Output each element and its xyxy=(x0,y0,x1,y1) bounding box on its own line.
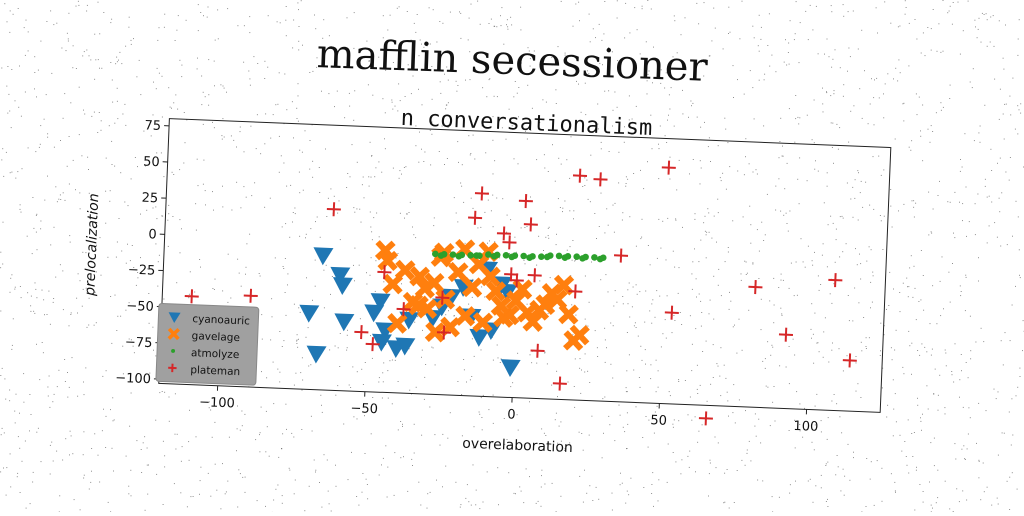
legend-label-plateman: plateman xyxy=(190,364,240,378)
point-gavelage xyxy=(571,327,588,344)
x-tick-label: −50 xyxy=(350,401,378,417)
point-gavelage xyxy=(450,264,467,281)
point-plateman xyxy=(828,273,843,288)
legend: cyanoauric gavelage atmolyze plateman xyxy=(156,303,259,385)
point-plateman xyxy=(779,327,794,342)
point-plateman xyxy=(184,289,199,304)
point-cyanoauric xyxy=(306,346,327,364)
point-gavelage xyxy=(560,306,577,323)
point-plateman xyxy=(519,194,534,209)
chart-title: n conversationalism xyxy=(400,106,652,141)
x-axis: −100 −50 0 50 100 xyxy=(199,385,819,435)
series-atmolyze xyxy=(432,248,607,266)
point-plateman xyxy=(527,268,542,283)
point-cyanoauric xyxy=(332,277,353,295)
point-atmolyze xyxy=(538,253,545,260)
x-tick-label: 0 xyxy=(507,407,516,422)
point-plateman xyxy=(593,172,608,187)
point-plateman xyxy=(614,248,629,263)
point-plateman xyxy=(843,353,858,368)
point-plateman xyxy=(475,186,490,201)
y-tick-label: −25 xyxy=(128,263,156,279)
x-tick-label: −100 xyxy=(199,395,235,411)
x-tick-label: 50 xyxy=(650,413,667,429)
point-atmolyze xyxy=(591,254,598,261)
point-plateman xyxy=(662,160,677,175)
y-axis-label: prelocalization xyxy=(82,193,102,297)
point-cyanoauric xyxy=(500,359,521,377)
y-tick-label: 75 xyxy=(144,118,161,134)
point-plateman xyxy=(327,202,342,217)
y-tick-label: −75 xyxy=(125,335,153,351)
y-tick-label: −100 xyxy=(115,371,151,387)
y-tick-label: 0 xyxy=(148,227,157,242)
legend-label-gavelage: gavelage xyxy=(191,330,240,344)
point-plateman xyxy=(243,288,258,303)
point-plateman xyxy=(665,305,680,320)
point-plateman xyxy=(748,280,763,295)
plot-area xyxy=(159,119,891,413)
legend-label-atmolyze: atmolyze xyxy=(191,347,240,361)
point-atmolyze xyxy=(556,253,563,260)
point-plateman xyxy=(699,411,714,426)
y-tick-label: 25 xyxy=(141,191,158,207)
point-plateman xyxy=(524,217,539,232)
x-axis-label: overelaboration xyxy=(462,436,573,456)
point-cyanoauric xyxy=(334,313,355,331)
x-tick-label: 100 xyxy=(793,419,818,435)
y-tick-label: 50 xyxy=(143,155,160,171)
data-marks xyxy=(180,141,864,431)
point-plateman xyxy=(354,325,369,340)
y-tick-label: −50 xyxy=(126,299,154,315)
point-atmolyze xyxy=(573,253,580,260)
legend-label-cyanoauric: cyanoauric xyxy=(192,313,250,327)
point-atmolyze xyxy=(503,252,510,259)
point-plateman xyxy=(573,168,588,183)
point-plateman xyxy=(468,211,483,226)
point-cyanoauric xyxy=(313,247,334,265)
point-plateman xyxy=(553,376,568,391)
point-atmolyze xyxy=(520,253,527,260)
point-cyanoauric xyxy=(299,305,320,323)
point-plateman xyxy=(568,284,583,299)
point-cyanoauric xyxy=(469,329,490,347)
point-plateman xyxy=(530,343,545,358)
